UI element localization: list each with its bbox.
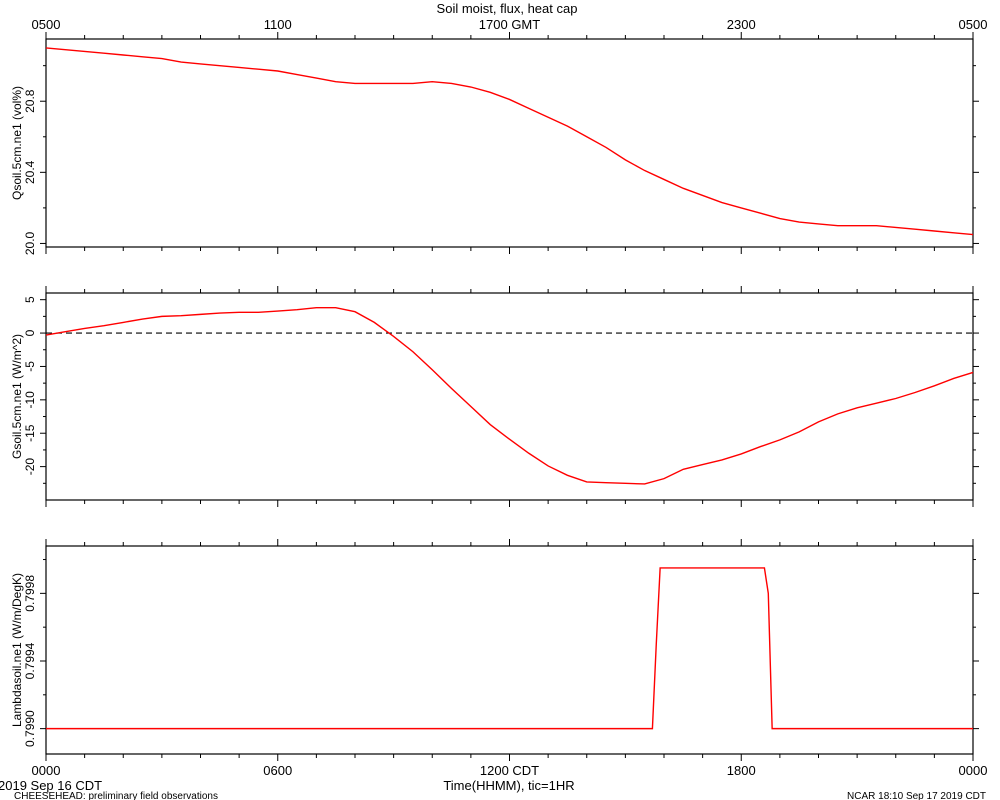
bottom-axis-tick-label: 1200 CDT (480, 763, 539, 778)
bottom-axis-tick-label: 0000 (959, 763, 988, 778)
top-axis-tick-label: 0500 (959, 17, 988, 32)
bottom-axis-tick-label: 0000 (32, 763, 61, 778)
y-axis-label: Gsoil.5cm.ne1 (W/m^2) (10, 334, 24, 459)
y-tick-label: -15 (23, 424, 37, 442)
top-axis-tick-label: 1700 GMT (479, 17, 540, 32)
chart-title: Soil moist, flux, heat cap (437, 1, 578, 16)
plot-frame (45, 545, 974, 755)
y-tick-label: 0 (23, 329, 37, 336)
y-tick-label: 20.4 (23, 160, 37, 184)
top-axis-tick-label: 2300 (727, 17, 756, 32)
bottom-axis-tick-label: 0600 (263, 763, 292, 778)
y-tick-label: -10 (23, 391, 37, 409)
y-axis-label: Qsoil.5cm.ne1 (vol%) (10, 86, 24, 200)
y-tick-label: 5 (23, 296, 37, 303)
y-tick-label: 0.7994 (23, 642, 37, 679)
plot-frame (45, 292, 974, 501)
footer-stamp-label: NCAR 18:10 Sep 17 2019 CDT (847, 791, 986, 800)
y-tick-label: 20.0 (23, 231, 37, 255)
footer-project-label: CHEESEHEAD: preliminary field observatio… (14, 791, 218, 800)
top-axis-tick-label: 1100 (264, 17, 292, 32)
plot-frame (45, 38, 974, 248)
axis-layer: 0500 1100 1700 GMT 2300 0500 0000 0600 1200 CDT… (32, 17, 988, 778)
y-tick-label: 0.7990 (23, 710, 37, 747)
bottom-axis-tick-label: 1800 (727, 763, 756, 778)
y-tick-label: -20 (23, 458, 37, 476)
y-tick-label: 0.7998 (23, 575, 37, 612)
series-line (45, 306, 974, 485)
y-tick-label: -5 (23, 361, 37, 372)
footer-date-label: 2019 Sep 16 CDT (0, 778, 102, 793)
y-tick-label: 20.8 (23, 89, 37, 113)
y-axis-label: Lambdasoil.ne1 (W/m/DegK) (10, 573, 24, 727)
top-axis-tick-label: 0500 (32, 17, 61, 32)
series-line (45, 47, 974, 236)
series-line (46, 567, 973, 730)
x-axis-label: Time(HHMM), tic=1HR (443, 778, 574, 793)
